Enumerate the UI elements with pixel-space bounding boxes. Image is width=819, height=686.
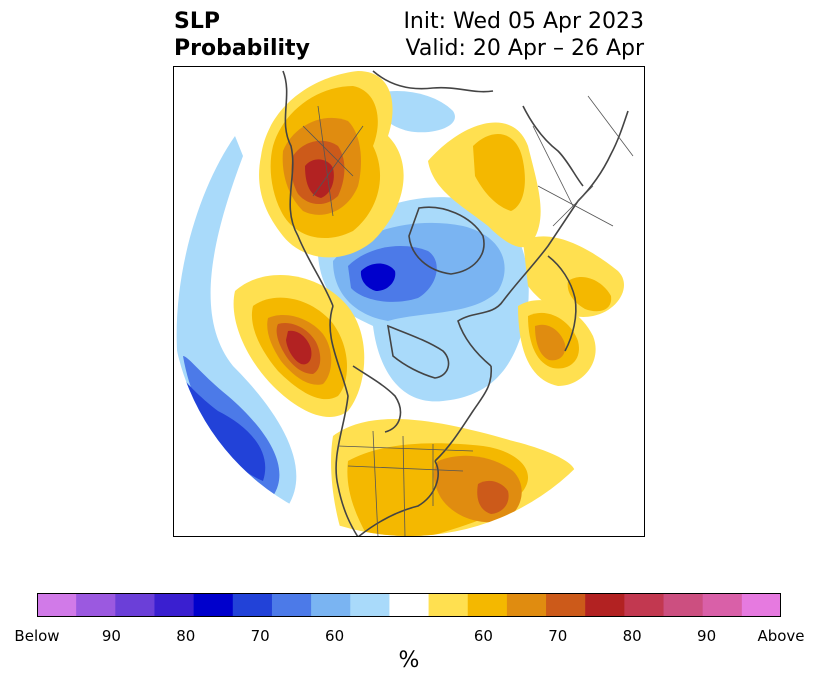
colorbar-tick-label: 70 [548,627,568,645]
colorbar-swatches [37,593,781,617]
map-title-left: SLP Probability [174,8,310,62]
colorbar-swatch [193,593,234,617]
colorbar [37,593,781,617]
colorbar-swatch [428,593,469,617]
atlantic-above-anomaly [331,419,575,536]
colorbar-tick-label: 80 [622,627,642,645]
europe-above-anomaly [428,122,624,386]
colorbar-tick-label: Above [757,627,805,645]
eurasia-above-anomaly [259,71,404,258]
colorbar-swatch [271,593,312,617]
coastlines [282,70,629,537]
colorbar-swatch [624,593,665,617]
colorbar-swatch [585,593,625,617]
colorbar-swatch [389,593,430,617]
colorbar-swatch [702,593,743,617]
colorbar-swatch [741,593,781,617]
colorbar-tick-label: 90 [101,627,121,645]
borders [302,95,634,537]
colorbar-swatch [350,593,390,617]
colorbar-swatch [546,593,586,617]
polar-map [173,66,645,537]
init-date: Init: Wed 05 Apr 2023 [403,9,644,34]
map-panel [173,66,645,537]
colorbar-swatch [311,593,351,617]
colorbar-tick-label: Below [14,627,60,645]
colorbar-unit-label: % [398,648,420,673]
colorbar-tick-label: 80 [176,627,196,645]
pacific-below-anomaly [176,136,297,506]
colorbar-swatch [467,593,508,617]
map-title-right: Init: Wed 05 Apr 2023 Valid: 20 Apr – 26… [403,8,644,62]
colorbar-border [37,593,781,617]
colorbar-swatch [37,593,77,617]
colorbar-tick-label: 60 [473,627,493,645]
colorbar-swatch [115,593,155,617]
title-product: Probability [174,36,310,61]
valid-range: Valid: 20 Apr – 26 Apr [405,36,645,61]
colorbar-swatch [232,593,273,617]
colorbar-swatch [76,593,116,617]
colorbar-tick-label: 90 [697,627,717,645]
colorbar-swatch [154,593,195,617]
colorbar-tick-label: 60 [325,627,345,645]
colorbar-swatch [663,593,704,617]
colorbar-tick-label: 70 [250,627,270,645]
colorbar-swatch [506,593,547,617]
title-variable: SLP [174,9,220,34]
